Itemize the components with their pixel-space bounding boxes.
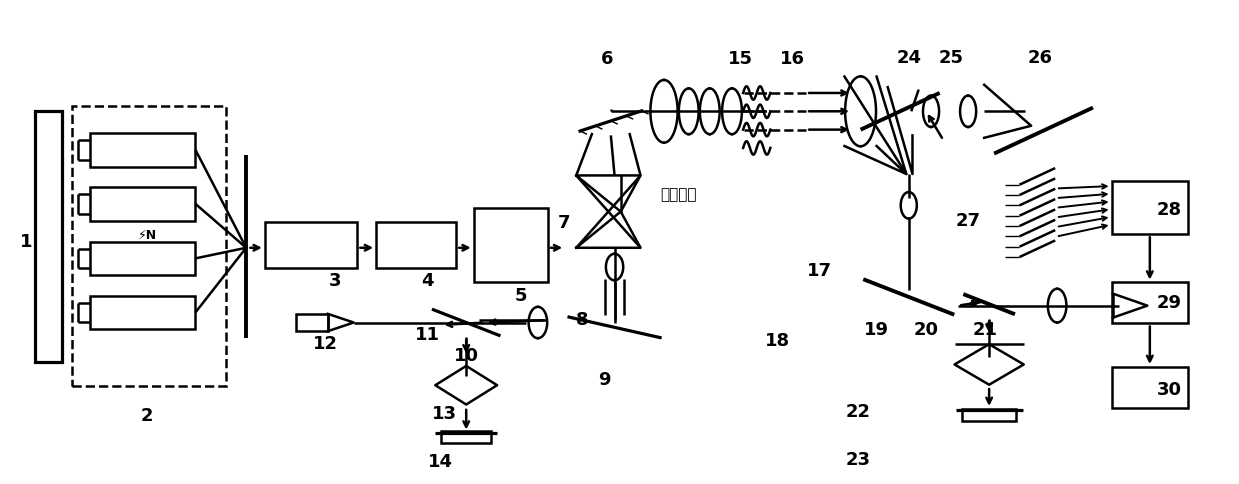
Text: 25: 25 <box>938 49 963 67</box>
Text: 2: 2 <box>141 406 154 424</box>
Bar <box>1111 283 1188 324</box>
Text: 23: 23 <box>845 451 871 469</box>
Text: 19: 19 <box>864 320 890 339</box>
Text: 18: 18 <box>766 332 790 349</box>
Text: 30: 30 <box>1157 380 1182 398</box>
Bar <box>90 188 196 221</box>
Text: 15: 15 <box>729 50 753 68</box>
Bar <box>296 314 328 332</box>
Bar <box>473 208 548 283</box>
Text: 3: 3 <box>328 272 342 289</box>
Text: 被测大气: 被测大气 <box>660 186 698 201</box>
Text: 28: 28 <box>1157 200 1182 218</box>
Bar <box>961 409 1016 421</box>
Bar <box>90 242 196 276</box>
Text: 1: 1 <box>20 233 32 251</box>
Text: 8: 8 <box>576 310 589 328</box>
Bar <box>1147 297 1178 315</box>
Text: 29: 29 <box>1157 293 1182 311</box>
Text: 21: 21 <box>973 320 997 339</box>
Text: 10: 10 <box>453 346 478 364</box>
Bar <box>1111 367 1188 408</box>
Text: 11: 11 <box>415 325 440 343</box>
Bar <box>90 296 196 330</box>
Text: 12: 12 <box>312 334 338 352</box>
Bar <box>265 223 357 269</box>
Bar <box>1111 182 1188 235</box>
Bar <box>35 112 62 363</box>
Text: 24: 24 <box>896 49 922 67</box>
Text: 22: 22 <box>845 402 871 421</box>
Text: 27: 27 <box>955 212 980 229</box>
Text: 9: 9 <box>598 370 611 388</box>
Text: 26: 26 <box>1027 49 1052 67</box>
Text: 5: 5 <box>514 286 527 304</box>
Text: 16: 16 <box>781 50 805 68</box>
Text: ⚡N: ⚡N <box>138 228 157 241</box>
Text: 6: 6 <box>601 50 613 68</box>
Text: 14: 14 <box>427 452 452 470</box>
Bar <box>72 107 227 386</box>
Text: 20: 20 <box>913 320 939 339</box>
Bar <box>90 134 196 167</box>
Text: 13: 13 <box>431 404 456 422</box>
Text: 4: 4 <box>421 272 434 289</box>
Bar <box>441 431 491 443</box>
Text: 7: 7 <box>558 214 570 232</box>
Bar <box>375 223 456 269</box>
Text: 17: 17 <box>808 262 833 280</box>
